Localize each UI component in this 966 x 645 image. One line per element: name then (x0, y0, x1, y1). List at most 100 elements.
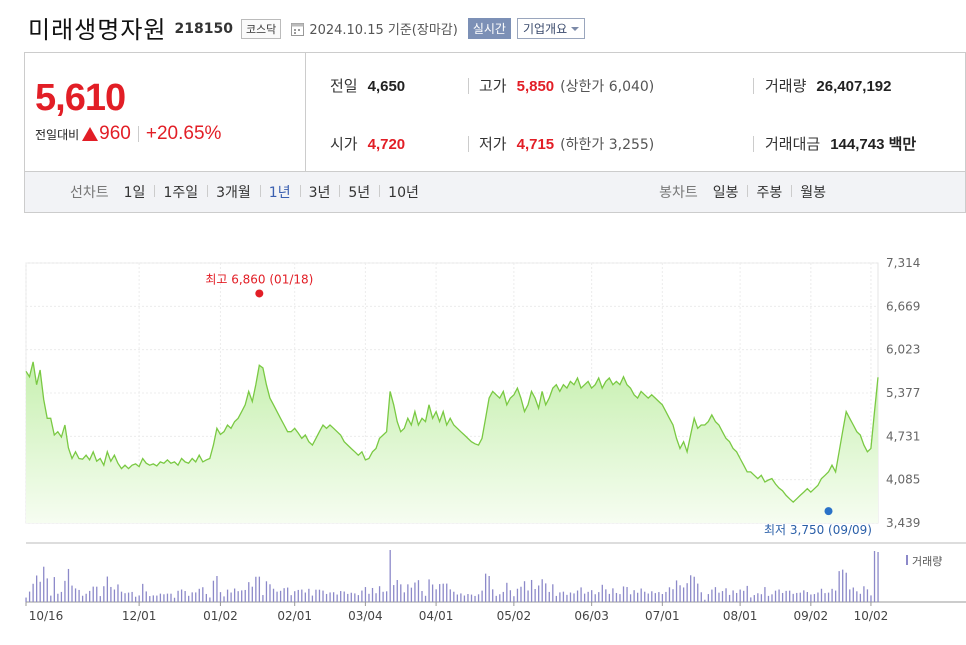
high-stat: 고가 5,850 (상한가 6,040) (479, 75, 654, 96)
candle-period-tab-2[interactable]: 월봉 (791, 182, 835, 202)
volume-bar (516, 588, 519, 602)
prev-close-label: 전일 (330, 77, 358, 95)
line-period-tab-4[interactable]: 3년 (299, 182, 340, 202)
volume-bar (849, 589, 851, 602)
volume-legend-label: 거래량 (912, 555, 942, 568)
volume-bar (315, 589, 317, 602)
volume-bar (347, 593, 349, 602)
line-period-tab-0[interactable]: 1일 (123, 185, 146, 201)
volume-bar (601, 584, 603, 602)
divider (137, 126, 139, 142)
y-tick-label: 6,669 (886, 299, 920, 313)
y-tick-label: 6,023 (886, 343, 920, 357)
volume-bar (686, 583, 688, 602)
volume-bar (336, 594, 338, 602)
line-chart-label: 선차트 (70, 185, 109, 201)
company-name[interactable]: 미래생명자원 (28, 15, 167, 44)
volume-bar (750, 597, 752, 602)
volume-bar (78, 589, 80, 602)
volume-bar (106, 576, 109, 602)
line-period-tab-3[interactable]: 1년 (259, 182, 300, 202)
volume-bar (361, 590, 363, 602)
company-info-label: 기업개요 (522, 22, 568, 36)
volume-bar (622, 586, 625, 602)
line-period-tab-5[interactable]: 5년 (339, 182, 379, 202)
quote-summary: 5,610 전일대비 960 +20.65% 전일 4,650 고가 5,850… (24, 52, 966, 171)
volume-bar (580, 587, 582, 602)
volume-bar (371, 587, 374, 602)
line-period-tab-6[interactable]: 10년 (379, 182, 428, 202)
volume-bar (714, 587, 717, 602)
volume-bar (735, 592, 738, 602)
volume-bar (226, 589, 229, 602)
volume-bar (152, 595, 154, 602)
volume-bar (545, 583, 547, 602)
x-tick-label: 05/02 (497, 609, 532, 623)
y-tick-label: 4,731 (886, 429, 920, 443)
high-label: 고가 (479, 77, 507, 95)
volume-bar (138, 595, 140, 602)
volume-bar (350, 592, 352, 602)
volume-bar (615, 592, 618, 602)
up-triangle-icon (82, 127, 99, 141)
volume-bar (322, 590, 324, 602)
volume-bar (562, 591, 565, 602)
volume-bar (180, 589, 183, 602)
amount-stat: 거래대금 144,743 백만 (765, 133, 916, 154)
volume-bar (385, 591, 388, 602)
line-period-tab-1[interactable]: 1주일 (154, 182, 207, 202)
volume-bar (43, 566, 45, 602)
volume-bar (32, 583, 34, 602)
volume-bar (753, 595, 755, 602)
volume-bar (191, 592, 193, 602)
volume-bar (781, 592, 784, 602)
volume-bar (340, 591, 342, 602)
candle-period-tab-0[interactable]: 일봉 (712, 185, 739, 201)
volume-bar (548, 591, 550, 602)
volume-bar (838, 571, 840, 602)
volume-bar (831, 588, 833, 602)
price-chart[interactable]: 7,314 6,669 6,023 5,377 4,731 4,085 3,439 최고 6,… (0, 245, 966, 625)
realtime-button[interactable]: 실시간 (467, 18, 511, 39)
open-stat: 시가 4,720 (330, 133, 405, 154)
volume-bar (863, 586, 865, 602)
volume-bar (672, 589, 674, 602)
candle-period-tab-1[interactable]: 주봉 (747, 182, 791, 202)
volume-bar (50, 595, 52, 602)
volume-bar (856, 591, 858, 602)
volume-bar (739, 589, 741, 602)
volume-bar (400, 584, 402, 602)
volume-bar (301, 589, 303, 602)
volume-bar (541, 579, 543, 602)
volume-bar (820, 588, 823, 602)
volume-bar (693, 576, 695, 602)
volume-value: 26,407,192 (816, 78, 892, 95)
volume-bar (85, 593, 87, 602)
volume-bar (470, 594, 473, 602)
volume-bar (382, 591, 384, 602)
volume-bar (792, 593, 794, 602)
volume-bar (354, 593, 356, 602)
volume-bar (92, 586, 94, 602)
volume-bar (166, 593, 169, 602)
y-tick-label: 7,314 (886, 256, 920, 270)
volume-bar (764, 587, 766, 602)
volume-bar (248, 582, 250, 602)
volume-bar (774, 590, 777, 602)
volume-bar (212, 580, 215, 602)
volume-bar (209, 597, 211, 602)
volume-bar (163, 594, 165, 602)
volume-bar (513, 596, 515, 602)
volume-bar (760, 594, 763, 602)
volume-bar (287, 587, 289, 602)
price-line (25, 361, 879, 503)
volume-bar (700, 592, 702, 602)
volume-bar (644, 591, 646, 602)
line-period-tab-2[interactable]: 3개월 (207, 182, 260, 202)
chart-period-bar: 선차트 1일 1주일 3개월 1년 3년 5년 10년 봉차트 일봉 주봉 월봉 (24, 171, 966, 213)
volume-bar (463, 595, 466, 602)
volume-bar (219, 592, 222, 602)
volume-bar (442, 583, 444, 602)
company-info-dropdown[interactable]: 기업개요 (516, 18, 586, 39)
volume-bar (258, 576, 261, 602)
